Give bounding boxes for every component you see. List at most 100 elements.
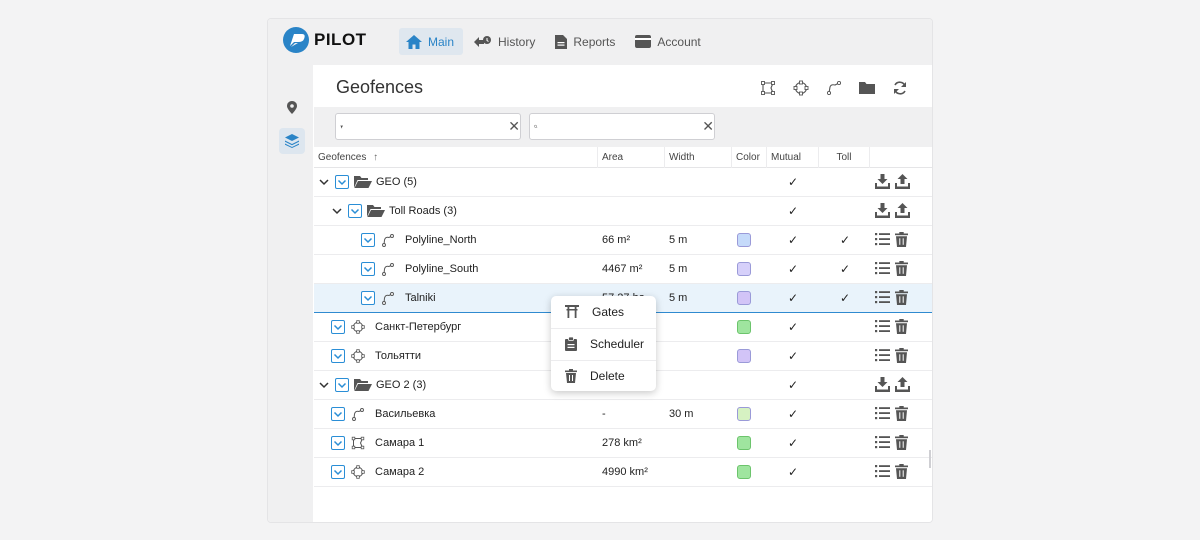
row-checkbox[interactable] bbox=[331, 407, 345, 421]
list-icon[interactable] bbox=[875, 232, 890, 247]
table-row[interactable]: Самара 2 4990 km² ✓ bbox=[314, 458, 932, 487]
list-icon[interactable] bbox=[875, 406, 890, 421]
nav-main-label: Main bbox=[428, 34, 455, 49]
nav-main[interactable]: Main bbox=[399, 28, 464, 55]
app-window: PILOT Main History Reports Account bbox=[267, 18, 933, 523]
table-row[interactable]: Polyline_North 66 m² 5 m ✓ ✓ bbox=[314, 226, 932, 255]
filter-input[interactable] bbox=[345, 114, 509, 139]
col-geofences[interactable]: Geofences ↑ bbox=[314, 147, 598, 168]
download-icon[interactable] bbox=[875, 203, 890, 218]
refresh-button[interactable] bbox=[890, 78, 910, 98]
sidebar-map-button[interactable] bbox=[279, 94, 305, 120]
row-area: - bbox=[602, 408, 606, 420]
color-swatch[interactable] bbox=[737, 465, 751, 479]
row-width: 5 m bbox=[669, 234, 688, 246]
upload-icon[interactable] bbox=[895, 203, 910, 218]
list-icon[interactable] bbox=[875, 348, 890, 363]
trash-icon[interactable] bbox=[895, 290, 910, 305]
color-swatch[interactable] bbox=[737, 407, 751, 421]
trash-icon[interactable] bbox=[895, 464, 910, 479]
menu-item-delete[interactable]: Delete bbox=[551, 360, 656, 391]
row-checkbox[interactable] bbox=[361, 233, 375, 247]
trash-icon[interactable] bbox=[895, 261, 910, 276]
filter-clear-icon[interactable]: ✕ bbox=[508, 118, 520, 134]
row-checkbox[interactable] bbox=[331, 436, 345, 450]
nav-history[interactable]: History bbox=[467, 28, 544, 55]
row-checkbox[interactable] bbox=[335, 175, 349, 189]
color-swatch[interactable] bbox=[737, 291, 751, 305]
download-icon[interactable] bbox=[875, 377, 890, 392]
row-checkbox[interactable] bbox=[361, 291, 375, 305]
color-swatch[interactable] bbox=[737, 233, 751, 247]
row-name: Polyline_North bbox=[405, 234, 477, 246]
nav-account[interactable]: Account bbox=[628, 28, 709, 55]
download-icon[interactable] bbox=[875, 174, 890, 189]
upload-icon[interactable] bbox=[895, 174, 910, 189]
col-width[interactable]: Width bbox=[665, 147, 732, 168]
add-folder-button[interactable] bbox=[857, 78, 877, 98]
upload-icon[interactable] bbox=[895, 377, 910, 392]
row-checkbox[interactable] bbox=[331, 320, 345, 334]
refresh-icon bbox=[894, 81, 906, 95]
logo-text: PILOT bbox=[314, 30, 367, 49]
chevron-down-icon[interactable] bbox=[318, 176, 330, 188]
search-clear-icon[interactable]: ✕ bbox=[702, 118, 714, 134]
add-circle-button[interactable] bbox=[791, 78, 811, 98]
table-row[interactable]: Самара 1 278 km² ✓ bbox=[314, 429, 932, 458]
row-name: GEO (5) bbox=[376, 176, 417, 188]
row-width: 5 m bbox=[669, 263, 688, 275]
search-input[interactable] bbox=[539, 114, 703, 139]
list-icon[interactable] bbox=[875, 464, 890, 479]
table-row[interactable]: Васильевка - 30 m ✓ bbox=[314, 400, 932, 429]
color-swatch[interactable] bbox=[737, 320, 751, 334]
nav-reports[interactable]: Reports bbox=[548, 28, 624, 55]
row-name: Самара 1 bbox=[375, 437, 425, 449]
row-area: 4467 m² bbox=[602, 263, 643, 275]
col-color[interactable]: Color bbox=[732, 147, 767, 168]
check-icon bbox=[333, 438, 343, 448]
col-mutual[interactable]: Mutual bbox=[767, 147, 819, 168]
add-polyline-button[interactable] bbox=[824, 78, 844, 98]
chevron-down-icon[interactable] bbox=[331, 205, 343, 217]
color-swatch[interactable] bbox=[737, 436, 751, 450]
toll-check: ✓ bbox=[840, 262, 851, 276]
list-icon[interactable] bbox=[875, 319, 890, 334]
polyline-icon bbox=[381, 291, 397, 305]
trash-icon[interactable] bbox=[895, 406, 910, 421]
folder-row[interactable]: GEO 2 (3) ✓ bbox=[314, 371, 932, 400]
polygon-icon bbox=[351, 436, 367, 450]
trash-icon[interactable] bbox=[895, 232, 910, 247]
document-icon bbox=[555, 34, 568, 49]
polyline-icon bbox=[381, 233, 397, 247]
color-swatch[interactable] bbox=[737, 349, 751, 363]
row-checkbox[interactable] bbox=[331, 465, 345, 479]
chevron-down-icon[interactable] bbox=[318, 379, 330, 391]
mutual-check: ✓ bbox=[788, 349, 799, 363]
row-checkbox[interactable] bbox=[361, 262, 375, 276]
row-name: GEO 2 (3) bbox=[376, 379, 427, 391]
trash-icon[interactable] bbox=[895, 435, 910, 450]
color-swatch[interactable] bbox=[737, 262, 751, 276]
row-checkbox[interactable] bbox=[348, 204, 362, 218]
add-polygon-button[interactable] bbox=[758, 78, 778, 98]
trash-icon[interactable] bbox=[895, 319, 910, 334]
row-name: Тольятти bbox=[375, 350, 422, 362]
folder-row[interactable]: Toll Roads (3) ✓ bbox=[314, 197, 932, 226]
list-icon[interactable] bbox=[875, 290, 890, 305]
folder-row[interactable]: GEO (5) ✓ bbox=[314, 168, 932, 197]
menu-item-gates[interactable]: Gates bbox=[551, 296, 656, 327]
list-icon[interactable] bbox=[875, 261, 890, 276]
folder-icon bbox=[354, 378, 372, 392]
scrollbar[interactable] bbox=[929, 450, 931, 468]
row-checkbox[interactable] bbox=[331, 349, 345, 363]
trash-icon[interactable] bbox=[895, 348, 910, 363]
col-toll[interactable]: Toll bbox=[819, 147, 870, 168]
col-area[interactable]: Area bbox=[598, 147, 665, 168]
mutual-check: ✓ bbox=[788, 320, 799, 334]
row-checkbox[interactable] bbox=[335, 378, 349, 392]
sidebar-layers-button[interactable] bbox=[279, 128, 305, 154]
list-icon[interactable] bbox=[875, 435, 890, 450]
left-sidebar bbox=[268, 65, 313, 522]
menu-item-scheduler[interactable]: Scheduler bbox=[551, 328, 656, 359]
table-row[interactable]: Polyline_South 4467 m² 5 m ✓ ✓ bbox=[314, 255, 932, 284]
